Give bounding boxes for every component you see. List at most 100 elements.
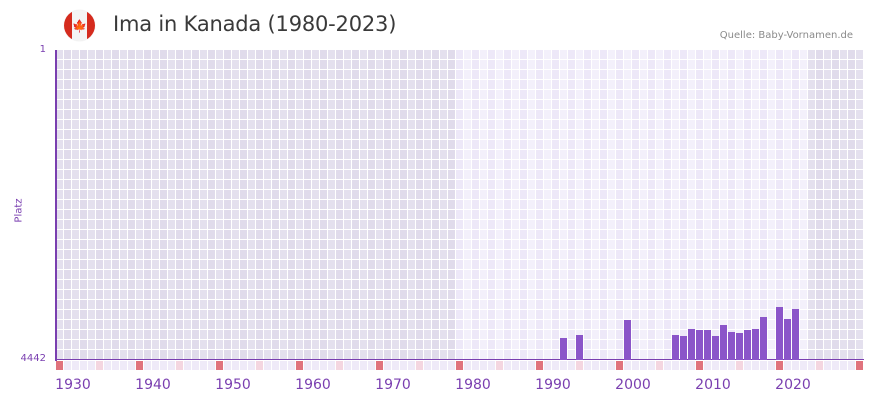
x-tick-label: 1970 bbox=[375, 377, 411, 393]
year-marker bbox=[72, 361, 79, 370]
bar-2009[interactable] bbox=[688, 329, 695, 360]
year-marker bbox=[104, 361, 111, 370]
year-marker bbox=[856, 361, 863, 370]
year-marker bbox=[344, 361, 351, 370]
year-marker bbox=[608, 361, 615, 370]
year-marker bbox=[360, 361, 367, 370]
year-marker bbox=[792, 361, 799, 370]
year-marker bbox=[808, 361, 815, 370]
year-marker bbox=[504, 361, 511, 370]
year-marker bbox=[728, 361, 735, 370]
year-marker bbox=[200, 361, 207, 370]
year-marker bbox=[424, 361, 431, 370]
year-marker bbox=[192, 361, 199, 370]
year-marker bbox=[80, 361, 87, 370]
canada-flag-icon: 🍁 bbox=[64, 10, 95, 41]
year-marker bbox=[832, 361, 839, 370]
year-marker bbox=[736, 361, 743, 370]
year-marker bbox=[280, 361, 287, 370]
year-marker bbox=[296, 361, 303, 370]
year-marker bbox=[136, 361, 143, 370]
year-marker bbox=[232, 361, 239, 370]
year-marker bbox=[592, 361, 599, 370]
bar-1995[interactable] bbox=[576, 335, 583, 360]
plot-area bbox=[56, 50, 864, 360]
year-marker bbox=[664, 361, 671, 370]
x-tick-label: 1950 bbox=[215, 377, 251, 393]
year-marker bbox=[64, 361, 71, 370]
year-marker bbox=[760, 361, 767, 370]
x-axis-baseline bbox=[56, 359, 864, 360]
x-tick-label: 2020 bbox=[775, 377, 811, 393]
year-marker bbox=[328, 361, 335, 370]
year-marker bbox=[144, 361, 151, 370]
x-tick-label: 1960 bbox=[295, 377, 331, 393]
bar-2008[interactable] bbox=[680, 336, 687, 360]
x-tick-label: 1990 bbox=[535, 377, 571, 393]
year-marker bbox=[216, 361, 223, 370]
year-marker bbox=[568, 361, 575, 370]
bar-2017[interactable] bbox=[752, 329, 759, 360]
year-marker bbox=[824, 361, 831, 370]
year-marker bbox=[112, 361, 119, 370]
year-marker bbox=[480, 361, 487, 370]
year-marker bbox=[368, 361, 375, 370]
year-marker bbox=[616, 361, 623, 370]
year-marker bbox=[672, 361, 679, 370]
bar-2012[interactable] bbox=[712, 336, 719, 360]
bar-2018[interactable] bbox=[760, 317, 767, 360]
bar-2013[interactable] bbox=[720, 325, 727, 360]
year-marker bbox=[88, 361, 95, 370]
bar-2001[interactable] bbox=[624, 320, 631, 360]
year-marker bbox=[320, 361, 327, 370]
year-marker bbox=[416, 361, 423, 370]
year-marker bbox=[432, 361, 439, 370]
year-marker bbox=[472, 361, 479, 370]
year-marker bbox=[128, 361, 135, 370]
bar-2015[interactable] bbox=[736, 333, 743, 360]
bar-1993[interactable] bbox=[560, 338, 567, 360]
x-tick-label: 1940 bbox=[135, 377, 171, 393]
year-marker bbox=[160, 361, 167, 370]
bar-2007[interactable] bbox=[672, 335, 679, 360]
y-axis-line bbox=[55, 50, 57, 361]
year-marker bbox=[784, 361, 791, 370]
year-marker bbox=[656, 361, 663, 370]
x-tick-label: 1930 bbox=[55, 377, 91, 393]
source-label: Quelle: Baby-Vornamen.de bbox=[719, 30, 853, 41]
year-marker bbox=[336, 361, 343, 370]
bar-2022[interactable] bbox=[792, 309, 799, 360]
y-axis-label: Platz bbox=[13, 198, 25, 223]
year-marker bbox=[840, 361, 847, 370]
year-marker bbox=[688, 361, 695, 370]
bar-2014[interactable] bbox=[728, 332, 735, 360]
year-marker bbox=[544, 361, 551, 370]
year-marker bbox=[752, 361, 759, 370]
year-marker bbox=[512, 361, 519, 370]
year-marker bbox=[312, 361, 319, 370]
year-marker bbox=[648, 361, 655, 370]
year-marker bbox=[96, 361, 103, 370]
year-marker bbox=[552, 361, 559, 370]
year-marker bbox=[208, 361, 215, 370]
bar-2011[interactable] bbox=[704, 330, 711, 360]
bar-2016[interactable] bbox=[744, 330, 751, 360]
year-marker bbox=[464, 361, 471, 370]
year-marker bbox=[536, 361, 543, 370]
bar-2020[interactable] bbox=[776, 307, 783, 360]
year-marker bbox=[816, 361, 823, 370]
year-marker bbox=[704, 361, 711, 370]
y-tick-top: 1 bbox=[39, 44, 46, 55]
year-marker bbox=[264, 361, 271, 370]
bar-2021[interactable] bbox=[784, 319, 791, 360]
x-tick-label: 1980 bbox=[455, 377, 491, 393]
year-marker bbox=[848, 361, 855, 370]
year-marker bbox=[240, 361, 247, 370]
year-marker bbox=[56, 361, 63, 370]
year-marker bbox=[384, 361, 391, 370]
year-marker bbox=[168, 361, 175, 370]
bar-2010[interactable] bbox=[696, 330, 703, 360]
year-marker bbox=[376, 361, 383, 370]
chart-title: Ima in Kanada (1980-2023) bbox=[113, 12, 397, 36]
year-marker bbox=[600, 361, 607, 370]
